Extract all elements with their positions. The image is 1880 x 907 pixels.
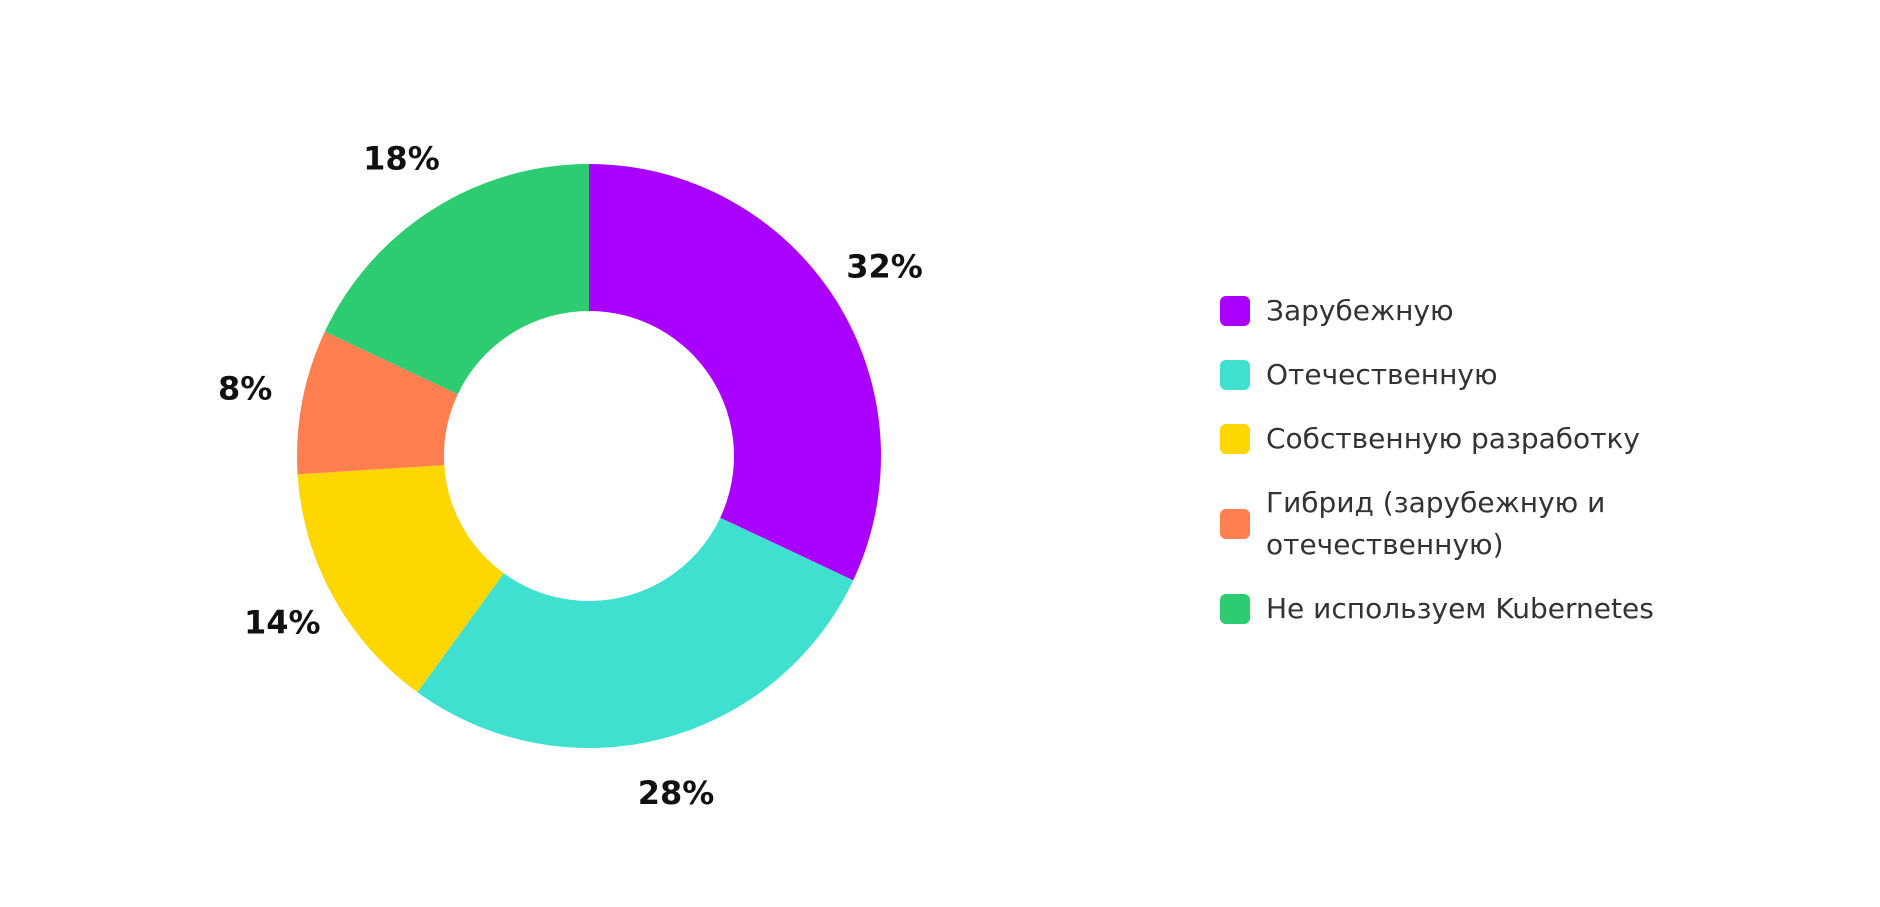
legend-swatch xyxy=(1220,360,1250,390)
donut-slice xyxy=(297,465,504,693)
donut-slice xyxy=(417,517,854,748)
legend-item: Не используем Kubernetes xyxy=(1220,588,1700,630)
legend-item: Собственную разработку xyxy=(1220,418,1700,460)
legend-swatch xyxy=(1220,509,1250,539)
legend-item: Зарубежную xyxy=(1220,290,1700,332)
legend: Зарубежную Отечественную Собственную разра… xyxy=(1220,290,1700,652)
legend-swatch xyxy=(1220,424,1250,454)
legend-item: Отечественную xyxy=(1220,354,1700,396)
donut-slice xyxy=(297,331,458,475)
value-label: 8% xyxy=(218,369,272,407)
legend-swatch xyxy=(1220,296,1250,326)
legend-item: Гибрид (зарубежную и отечественную) xyxy=(1220,482,1700,566)
value-label: 14% xyxy=(244,604,321,642)
legend-label: Гибрид (зарубежную и отечественную) xyxy=(1266,486,1606,561)
chart: 32% 28% 14% 8% 18% xyxy=(218,139,923,812)
donut-slice xyxy=(589,164,881,581)
value-label: 32% xyxy=(846,247,923,285)
legend-swatch xyxy=(1220,594,1250,624)
value-label: 18% xyxy=(363,139,440,177)
legend-label: Собственную разработку xyxy=(1266,422,1640,455)
donut-slice xyxy=(324,164,589,395)
legend-label: Не используем Kubernetes xyxy=(1266,592,1654,625)
legend-label: Отечественную xyxy=(1266,358,1498,391)
value-label: 28% xyxy=(638,774,715,812)
legend-label: Зарубежную xyxy=(1266,294,1454,327)
